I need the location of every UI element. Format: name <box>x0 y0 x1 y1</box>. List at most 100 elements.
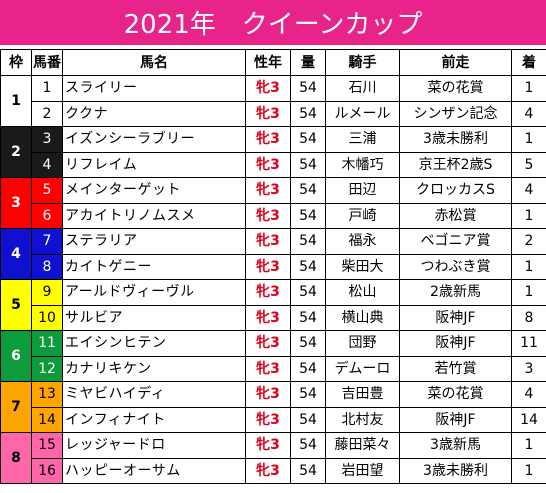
sex-age-cell: 牝3 <box>245 202 291 229</box>
jockey-cell: 岩田望 <box>325 457 400 484</box>
table-row: 2 3 イズンシーラブリー 牝3 54 三浦 3歳未勝利 1 <box>0 126 546 178</box>
previous-race-cell: 若竹賞 <box>399 355 512 382</box>
weight-cell: 54 <box>290 228 326 255</box>
place-cell: 1 <box>511 279 546 306</box>
jockey-cell: 三浦 <box>325 126 400 153</box>
number-cell: 5 <box>31 177 63 204</box>
weight-cell: 54 <box>290 279 326 306</box>
weight-cell: 54 <box>290 151 326 178</box>
waku-cell: 3 <box>0 177 32 229</box>
weight-cell: 54 <box>290 330 326 357</box>
sex-age-cell: 牝3 <box>245 330 291 357</box>
sex-age-cell: 牝3 <box>245 381 291 408</box>
number-cell: 9 <box>31 279 63 306</box>
previous-race-cell: ベゴニア賞 <box>399 228 512 255</box>
number-cell: 8 <box>31 253 63 280</box>
horse-name-cell: ククナ <box>62 100 246 127</box>
horse-name-cell: ハッピーオーサム <box>62 457 246 484</box>
weight-cell: 54 <box>290 381 326 408</box>
waku-cell: 7 <box>0 381 32 433</box>
jockey-cell: 北村友 <box>325 406 400 433</box>
previous-race-cell: 京王杯2歳S <box>399 151 512 178</box>
weight-cell: 54 <box>290 253 326 280</box>
table-row: 8 カイトゲニー 牝3 54 柴田大 つわぶき賞 1 <box>1 253 546 280</box>
number-cell: 15 <box>31 432 63 459</box>
waku-cell: 6 <box>0 330 32 382</box>
previous-race-cell: 2歳新馬 <box>399 279 512 306</box>
previous-race-cell: シンザン記念 <box>399 100 512 127</box>
number-cell: 4 <box>31 151 63 178</box>
column-header-waku: 枠 <box>0 49 32 76</box>
place-cell: 1 <box>511 432 546 459</box>
table-row: 6 アカイトリノムスメ 牝3 54 戸崎 赤松賞 1 <box>1 202 546 229</box>
page-title: 2021年 クイーンカップ <box>0 0 546 45</box>
weight-cell: 54 <box>290 304 326 331</box>
horse-name-cell: ステラリア <box>62 228 246 255</box>
place-cell: 4 <box>511 381 546 408</box>
horse-name-cell: カイトゲニー <box>62 253 246 280</box>
place-cell: 1 <box>511 253 546 280</box>
sex-age-cell: 牝3 <box>245 304 291 331</box>
weight-cell: 54 <box>290 355 326 382</box>
jockey-cell: 福永 <box>325 228 400 255</box>
previous-race-cell: 赤松賞 <box>399 202 512 229</box>
place-cell: 11 <box>511 330 546 357</box>
jockey-cell: 団野 <box>325 330 400 357</box>
number-cell: 1 <box>31 75 63 102</box>
table-row: 12 カナリキケン 牝3 54 デムーロ 若竹賞 3 <box>1 355 546 382</box>
number-cell: 3 <box>31 126 63 153</box>
number-cell: 10 <box>31 304 63 331</box>
number-cell: 7 <box>31 228 63 255</box>
horse-name-cell: カナリキケン <box>62 355 246 382</box>
sex-age-cell: 牝3 <box>245 432 291 459</box>
place-cell: 14 <box>511 406 546 433</box>
weight-cell: 54 <box>290 100 326 127</box>
number-cell: 12 <box>31 355 63 382</box>
previous-race-cell: 3歳新馬 <box>399 432 512 459</box>
horse-name-cell: アールドヴィーヴル <box>62 279 246 306</box>
column-header-jockey: 騎手 <box>325 49 400 76</box>
previous-race-cell: 菜の花賞 <box>399 381 512 408</box>
table-row: 14 インフィナイト 牝3 54 北村友 阪神JF 14 <box>1 406 546 433</box>
sex-age-cell: 牝3 <box>245 75 291 102</box>
jockey-cell: 戸崎 <box>325 202 400 229</box>
place-cell: 1 <box>511 75 546 102</box>
jockey-cell: 木幡巧 <box>325 151 400 178</box>
sex-age-cell: 牝3 <box>245 151 291 178</box>
horse-name-cell: レッジャードロ <box>62 432 246 459</box>
sex-age-cell: 牝3 <box>245 406 291 433</box>
jockey-cell: 横山典 <box>325 304 400 331</box>
place-cell: 1 <box>511 202 546 229</box>
horse-name-cell: イズンシーラブリー <box>62 126 246 153</box>
waku-cell: 2 <box>0 126 32 178</box>
jockey-cell: ルメール <box>325 100 400 127</box>
table-row: 10 サルビア 牝3 54 横山典 阪神JF 8 <box>1 304 546 331</box>
weight-cell: 54 <box>290 432 326 459</box>
weight-cell: 54 <box>290 177 326 204</box>
number-cell: 6 <box>31 202 63 229</box>
previous-race-cell: 3歳未勝利 <box>399 457 512 484</box>
column-header-weight: 量 <box>290 49 326 76</box>
number-cell: 16 <box>31 457 63 484</box>
jockey-cell: 石川 <box>325 75 400 102</box>
header-row: 枠 馬番 馬名 性年 量 騎手 前走 着 <box>0 49 546 76</box>
sex-age-cell: 牝3 <box>245 279 291 306</box>
table-row: 8 15 レッジャードロ 牝3 54 藤田菜々 3歳新馬 1 <box>0 432 546 484</box>
place-cell: 5 <box>511 151 546 178</box>
table-row: 2 ククナ 牝3 54 ルメール シンザン記念 4 <box>1 100 546 127</box>
previous-race-cell: 阪神JF <box>399 330 512 357</box>
previous-race-cell: クロッカスS <box>399 177 512 204</box>
place-cell: 4 <box>511 100 546 127</box>
table-row: 16 ハッピーオーサム 牝3 54 岩田望 3歳未勝利 1 <box>1 457 546 484</box>
sex-age-cell: 牝3 <box>245 126 291 153</box>
number-cell: 2 <box>31 100 63 127</box>
number-cell: 13 <box>31 381 63 408</box>
horse-name-cell: インフィナイト <box>62 406 246 433</box>
column-header-horse: 馬名 <box>62 49 246 76</box>
place-cell: 3 <box>511 355 546 382</box>
weight-cell: 54 <box>290 406 326 433</box>
table-row: 7 13 ミヤビハイディ 牝3 54 吉田豊 菜の花賞 4 <box>0 381 546 433</box>
weight-cell: 54 <box>290 457 326 484</box>
column-header-sex-age: 性年 <box>245 49 291 76</box>
place-cell: 8 <box>511 304 546 331</box>
